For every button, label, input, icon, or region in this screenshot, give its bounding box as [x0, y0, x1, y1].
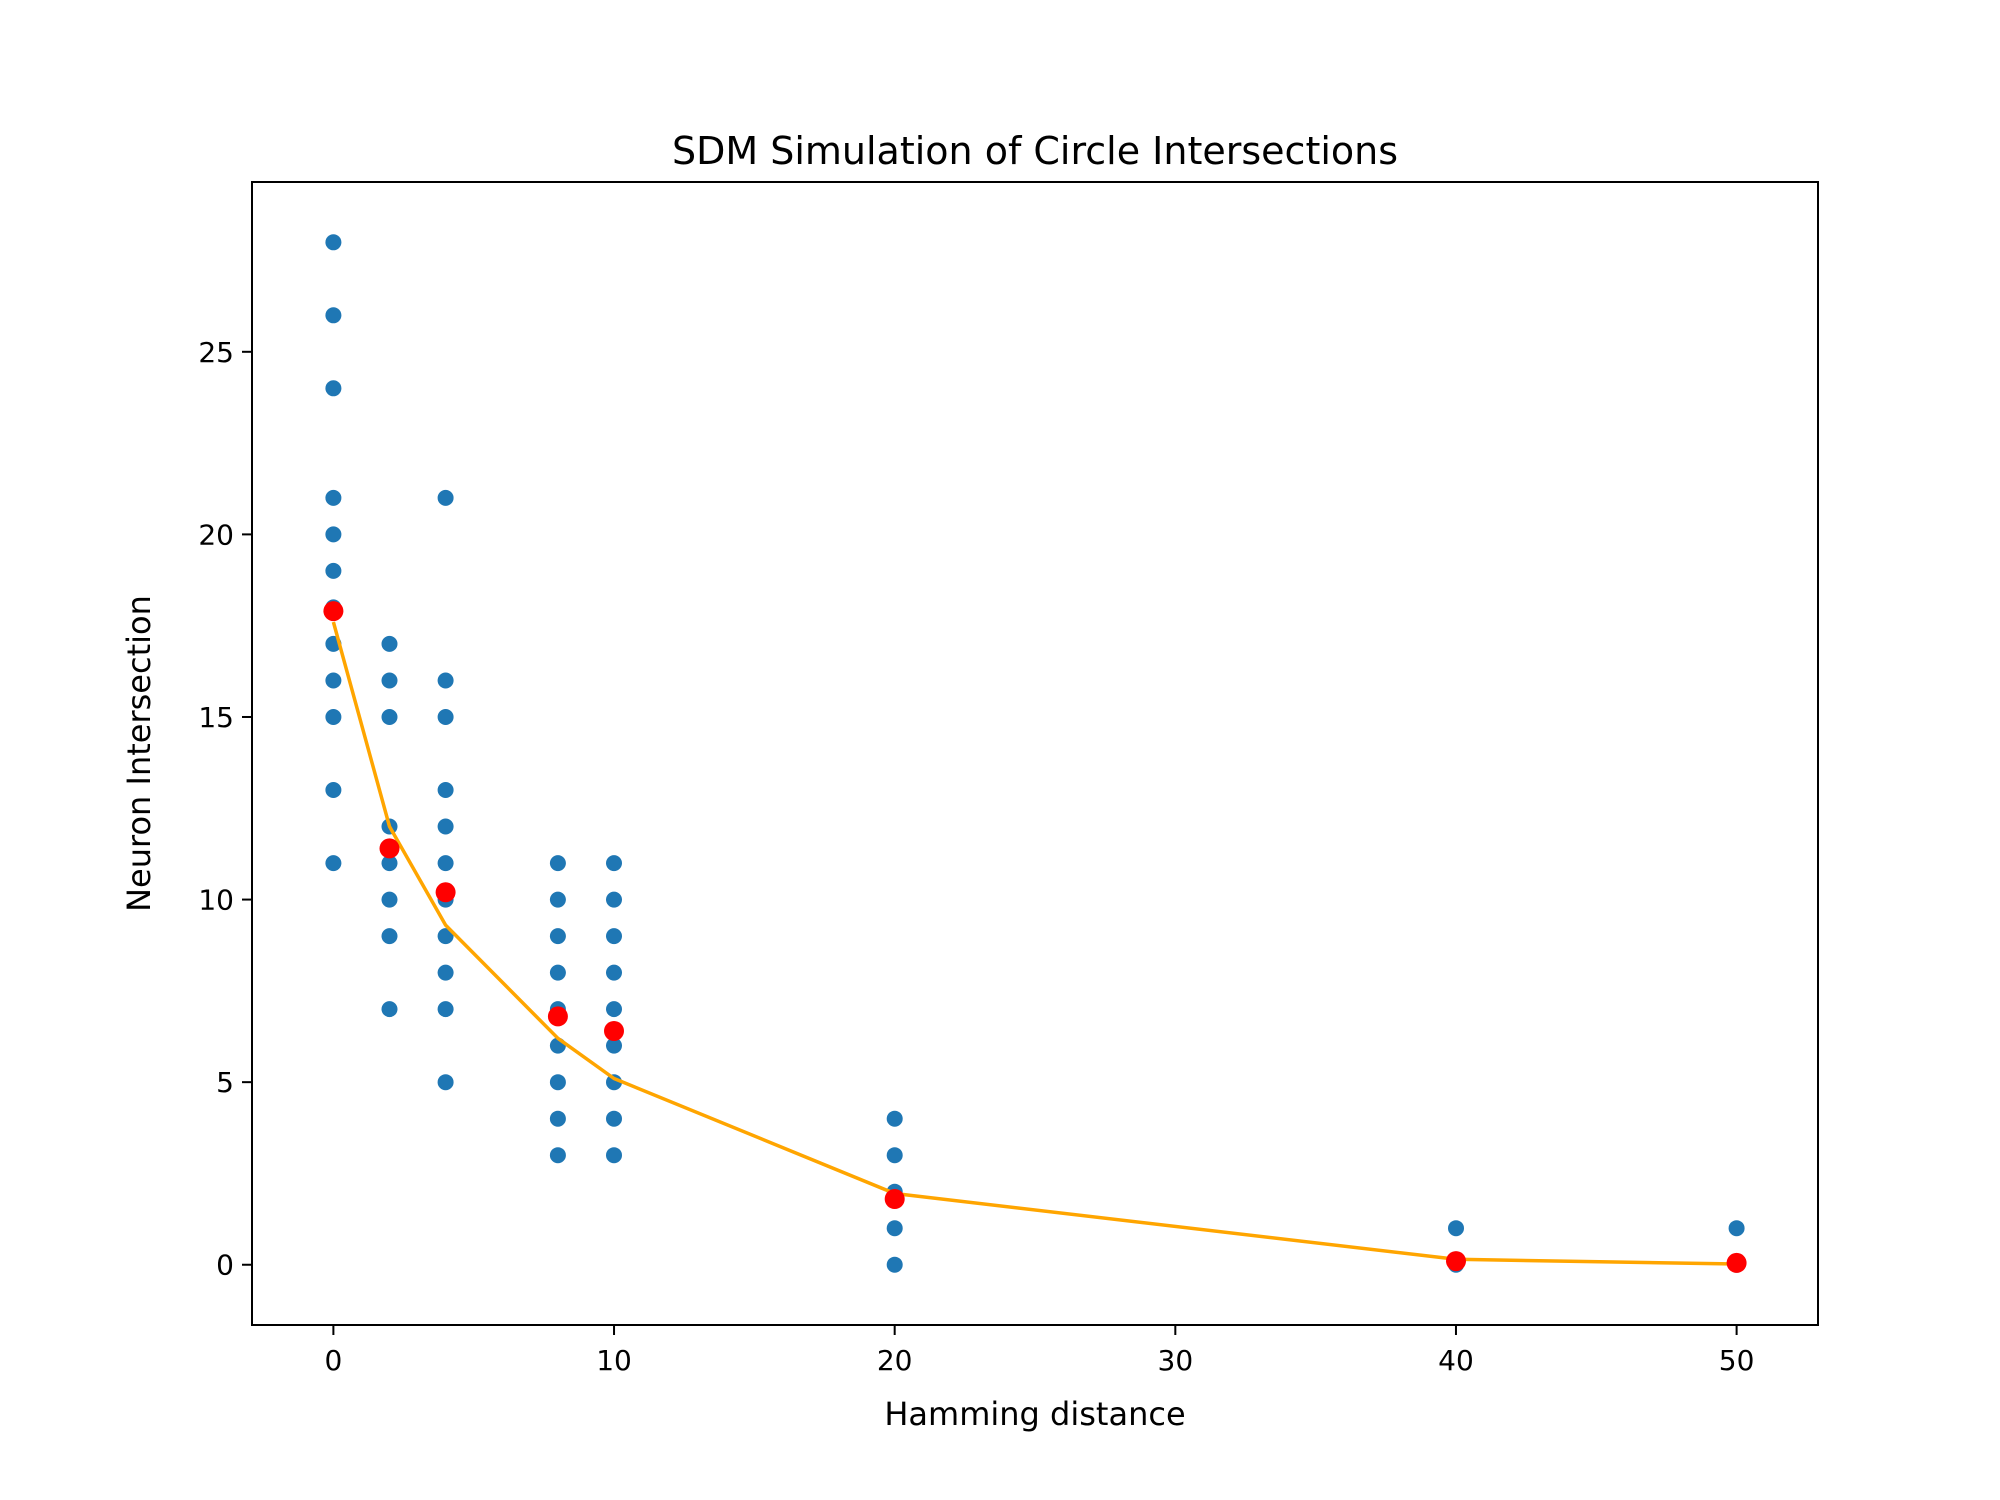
sample-point: [437, 964, 454, 981]
mean-point: [1726, 1252, 1747, 1273]
x-tick-label: 10: [596, 1344, 632, 1377]
sample-point: [606, 928, 622, 945]
y-axis-label: Neuron Intersection: [120, 595, 158, 912]
sample-point: [437, 855, 454, 872]
y-tick-label: 10: [198, 884, 234, 917]
mean-point: [604, 1021, 624, 1041]
sample-point: [606, 1037, 622, 1054]
sample-point: [381, 928, 398, 945]
x-tick-label: 50: [1719, 1344, 1755, 1377]
sample-point: [606, 1110, 622, 1127]
y-tick-label: 20: [198, 518, 234, 551]
sample-point: [325, 709, 342, 725]
x-axis-label: Hamming distance: [884, 1395, 1185, 1433]
sample-point: [886, 1256, 903, 1273]
sample-point: [437, 782, 454, 798]
sample-point: [325, 562, 342, 579]
sample-point: [325, 672, 342, 689]
x-tick-label: 0: [324, 1344, 342, 1377]
sample-point: [886, 1220, 903, 1237]
sample-point: [606, 1147, 622, 1164]
sample-point: [549, 928, 566, 945]
sample-point: [886, 1147, 903, 1164]
fit-line: [331, 621, 1737, 1266]
x-tick-label: 40: [1438, 1344, 1474, 1377]
chart-title: SDM Simulation of Circle Intersections: [672, 129, 1398, 173]
sample-point: [325, 855, 342, 872]
sample-point: [437, 709, 454, 725]
mean-point: [547, 1006, 568, 1027]
x-tick-label: 30: [1158, 1344, 1194, 1377]
mean-point: [323, 601, 344, 622]
sample-point: [325, 526, 342, 543]
sample-point: [606, 891, 622, 908]
sample-point: [549, 964, 566, 981]
x-axis-ticks: 0 10 20 30 40 50: [324, 1325, 1754, 1377]
sample-point: [381, 1001, 398, 1018]
sample-point: [549, 891, 566, 908]
sample-point: [437, 928, 454, 945]
mean-point: [435, 882, 456, 903]
y-tick-label: 0: [216, 1249, 234, 1282]
sample-point: [437, 672, 454, 689]
sample-point: [1728, 1220, 1745, 1237]
mean-point: [1446, 1251, 1466, 1272]
sample-point: [549, 855, 566, 872]
sample-point: [325, 307, 342, 324]
sample-point: [381, 891, 398, 908]
sample-point: [437, 1074, 454, 1091]
sample-point: [886, 1110, 903, 1127]
sample-point: [381, 672, 398, 689]
sample-point: [549, 1147, 566, 1164]
sample-point: [325, 782, 342, 798]
sample-point: [437, 1001, 454, 1018]
mean-point: [379, 838, 400, 859]
sample-point: [325, 489, 342, 506]
y-axis-ticks: 0 5 10 15 20 25: [198, 336, 252, 1282]
sample-point: [606, 855, 622, 872]
sample-point: [381, 855, 398, 872]
sample-point: [549, 1074, 566, 1091]
y-tick-label: 25: [198, 336, 234, 369]
sample-point: [437, 489, 454, 506]
sample-point: [606, 1001, 622, 1018]
mean-point: [884, 1189, 905, 1209]
sample-point: [549, 1110, 566, 1127]
sample-point: [1448, 1220, 1464, 1237]
sample-point: [381, 709, 398, 725]
plot-frame: [251, 181, 1819, 1326]
sample-point: [325, 234, 342, 251]
y-tick-label: 15: [198, 701, 234, 734]
sample-point: [606, 1074, 622, 1091]
plot-area: [323, 234, 1747, 1273]
x-tick-label: 20: [877, 1344, 913, 1377]
sample-point: [381, 635, 398, 652]
y-tick-label: 5: [216, 1066, 234, 1099]
sample-point: [325, 380, 342, 397]
sample-point: [606, 964, 622, 981]
sample-point: [437, 818, 454, 835]
